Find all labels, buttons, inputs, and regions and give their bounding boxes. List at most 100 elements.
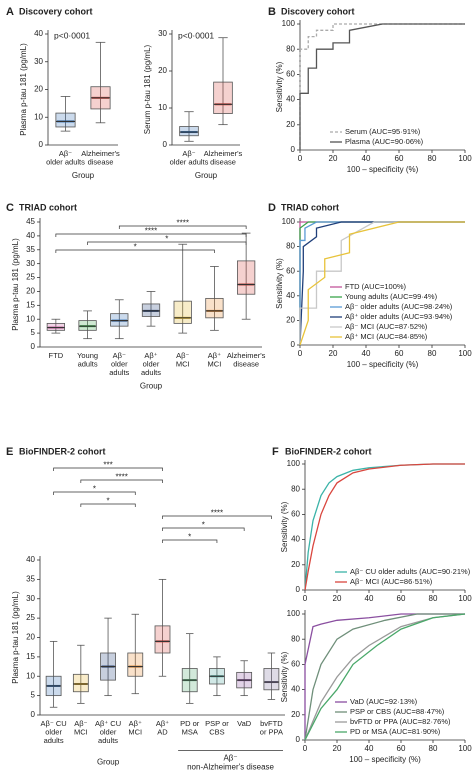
x-tick-label: adults bbox=[78, 359, 98, 368]
x-tick-label: 60 bbox=[395, 154, 404, 163]
group-label: Aβ⁻ bbox=[223, 754, 237, 763]
group-label: non-Alzheimer's disease bbox=[187, 763, 274, 772]
significance-bracket bbox=[55, 249, 215, 253]
y-tick-label: 80 bbox=[286, 44, 295, 53]
panel-title: BioFINDER-2 cohort bbox=[285, 446, 372, 456]
y-tick-label: 0 bbox=[291, 145, 296, 154]
x-tick-label: Aβ⁺ bbox=[208, 351, 221, 360]
y-tick-label: 40 bbox=[286, 95, 295, 104]
y-axis-label: Plasma p-tau 181 (pg/mL) bbox=[11, 238, 20, 331]
y-tick-label: 15 bbox=[26, 300, 35, 309]
legend-label: Aβ⁻ CU older adults (AUC=90·21%) bbox=[350, 567, 471, 576]
y-tick-label: 25 bbox=[26, 273, 35, 282]
x-tick-label: MCI bbox=[208, 359, 222, 368]
y-tick-label: 0 bbox=[31, 342, 36, 351]
x-tick-label: older adults bbox=[170, 157, 209, 166]
x-tick-label: Aβ⁺ bbox=[129, 719, 142, 728]
x-tick-label: Aβ⁻ CU bbox=[41, 719, 67, 728]
x-tick-label: CBS bbox=[209, 727, 224, 736]
x-tick-label: FTD bbox=[49, 351, 64, 360]
roc-curve bbox=[304, 613, 465, 740]
box bbox=[237, 260, 256, 295]
x-axis-label: Group bbox=[97, 758, 120, 767]
x-axis-label: 100 – specificity (%) bbox=[347, 165, 419, 174]
x-tick-label: 0 bbox=[303, 744, 308, 753]
annotation: p<0·0001 bbox=[54, 30, 90, 40]
x-tick-label: 100 bbox=[458, 594, 472, 603]
x-tick-label: Young bbox=[77, 351, 98, 360]
y-tick-label: 40 bbox=[26, 555, 35, 564]
significance-bracket bbox=[80, 479, 163, 483]
legend-label: Aβ⁻ MCI (AUC=87·52%) bbox=[345, 322, 428, 331]
y-tick-label: 40 bbox=[26, 231, 35, 240]
significance-bracket bbox=[118, 225, 247, 229]
y-tick-label: 80 bbox=[286, 242, 295, 251]
x-tick-label: disease bbox=[88, 157, 114, 166]
axis-line bbox=[39, 218, 262, 348]
x-tick-label: 20 bbox=[333, 744, 342, 753]
y-tick-label: 30 bbox=[26, 259, 35, 268]
x-tick-label: Aβ⁻ bbox=[176, 351, 189, 360]
box bbox=[127, 652, 144, 677]
significance-label: *** bbox=[103, 461, 112, 470]
x-tick-label: Aβ⁺ bbox=[144, 351, 157, 360]
x-axis-label: Group bbox=[195, 171, 218, 180]
y-tick-label: 0 bbox=[39, 140, 44, 149]
x-tick-label: 60 bbox=[397, 744, 406, 753]
x-tick-label: MCI bbox=[128, 727, 142, 736]
y-tick-label: 60 bbox=[286, 266, 295, 275]
significance-label: **** bbox=[115, 473, 127, 482]
roc-curve bbox=[299, 221, 465, 345]
panel-title: TRIAD cohort bbox=[19, 202, 77, 212]
box bbox=[173, 300, 192, 324]
legend-label: VaD (AUC=92·13%) bbox=[350, 697, 418, 706]
x-tick-label: MSA bbox=[182, 727, 198, 736]
x-tick-label: adults bbox=[109, 368, 129, 377]
panel-title: Discovery cohort bbox=[19, 6, 93, 16]
x-tick-label: adults bbox=[98, 736, 118, 745]
x-tick-label: Aβ⁺ CU bbox=[95, 719, 121, 728]
y-tick-label: 35 bbox=[26, 245, 35, 254]
x-tick-label: 100 bbox=[458, 349, 472, 358]
y-axis-label: Sensitivity (%) bbox=[275, 61, 284, 112]
x-tick-label: 100 bbox=[458, 744, 472, 753]
y-tick-label: 5 bbox=[31, 691, 36, 700]
x-tick-label: Alzheimer's bbox=[204, 149, 243, 158]
y-axis-label: Sensitivity (%) bbox=[280, 651, 289, 702]
significance-bracket bbox=[55, 233, 247, 237]
y-axis-label: Sensitivity (%) bbox=[280, 501, 289, 552]
y-tick-label: 100 bbox=[282, 217, 296, 226]
y-tick-label: 60 bbox=[286, 70, 295, 79]
y-tick-label: 20 bbox=[26, 287, 35, 296]
x-tick-label: 80 bbox=[429, 744, 438, 753]
y-tick-label: 60 bbox=[291, 660, 300, 669]
y-tick-label: 100 bbox=[282, 19, 296, 28]
x-tick-label: 20 bbox=[329, 349, 338, 358]
y-tick-label: 20 bbox=[286, 316, 295, 325]
x-tick-label: disease bbox=[233, 359, 259, 368]
y-tick-label: 15 bbox=[26, 652, 35, 661]
x-tick-label: 60 bbox=[395, 349, 404, 358]
box bbox=[263, 668, 280, 691]
x-tick-label: Alzheimer's bbox=[81, 149, 120, 158]
y-tick-label: 0 bbox=[31, 710, 36, 719]
y-tick-label: 40 bbox=[291, 685, 300, 694]
x-tick-label: 20 bbox=[329, 154, 338, 163]
x-axis-label: Group bbox=[140, 382, 163, 391]
y-tick-label: 0 bbox=[296, 735, 301, 744]
x-tick-label: 100 bbox=[458, 154, 472, 163]
x-tick-label: 40 bbox=[362, 154, 371, 163]
significance-bracket bbox=[53, 491, 136, 495]
x-tick-label: bvFTD bbox=[260, 719, 283, 728]
y-tick-label: 30 bbox=[34, 57, 43, 66]
x-tick-label: older bbox=[100, 727, 117, 736]
panel-title: BioFINDER-2 cohort bbox=[19, 446, 106, 456]
roc-curve bbox=[299, 23, 465, 150]
x-tick-label: adults bbox=[44, 736, 64, 745]
significance-label: * bbox=[165, 235, 168, 244]
roc-curve bbox=[299, 221, 465, 346]
y-axis-label: Plasma p-tau 181 (pg/mL) bbox=[11, 591, 20, 684]
roc-curve bbox=[299, 23, 465, 150]
x-tick-label: Aβ⁺ bbox=[156, 719, 169, 728]
x-tick-label: or PPA bbox=[260, 727, 283, 736]
